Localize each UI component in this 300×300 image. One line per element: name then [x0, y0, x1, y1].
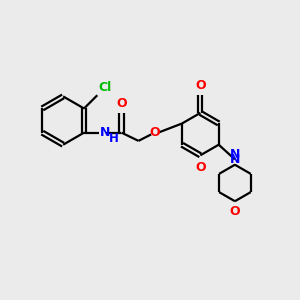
- Text: N: N: [230, 153, 240, 166]
- Text: O: O: [116, 97, 127, 110]
- Text: H: H: [109, 132, 119, 145]
- Text: O: O: [195, 160, 206, 174]
- Text: O: O: [149, 126, 160, 139]
- Text: O: O: [230, 205, 240, 218]
- Text: N: N: [100, 126, 111, 139]
- Text: Cl: Cl: [99, 81, 112, 94]
- Text: O: O: [195, 79, 206, 92]
- Text: N: N: [230, 148, 240, 161]
